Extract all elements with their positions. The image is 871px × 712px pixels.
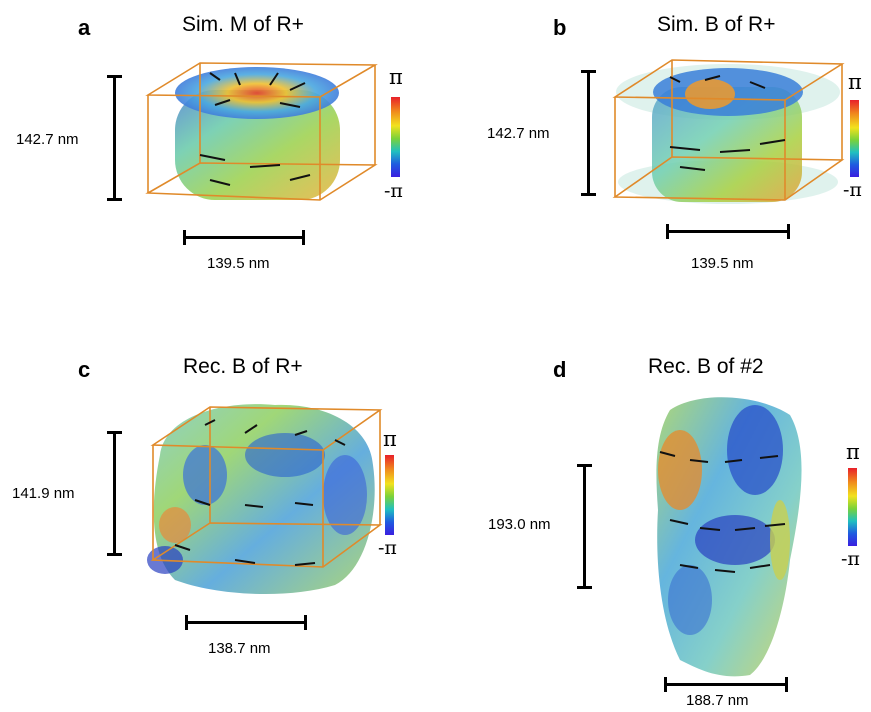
width-label: 188.7 nm (686, 692, 749, 709)
width-scale-bar (666, 230, 790, 233)
panel-title: Sim. M of R+ (182, 13, 304, 36)
width-label: 139.5 nm (691, 255, 754, 272)
colorbar (850, 100, 859, 177)
height-scale-bar (583, 464, 586, 589)
width-scale-cap-right (304, 615, 307, 630)
width-scale-bar (183, 236, 305, 239)
width-scale-bar (664, 683, 788, 686)
height-label: 142.7 nm (487, 125, 550, 142)
height-scale-bar (113, 431, 116, 556)
panel-title: Rec. B of #2 (648, 355, 764, 378)
volume-render-3d (656, 397, 802, 677)
height-scale-bar (587, 70, 590, 196)
colorbar-max-label: π (848, 70, 862, 94)
panel-title: Rec. B of R+ (183, 355, 303, 378)
volume-render-3d (147, 404, 383, 595)
colorbar-min-label: -π (841, 548, 860, 570)
height-scale-cap-top (107, 431, 122, 434)
colorbar (391, 97, 400, 177)
panel-title: Sim. B of R+ (657, 13, 776, 36)
height-label: 141.9 nm (12, 485, 75, 502)
colorbar-min-label: -π (384, 180, 403, 202)
height-label: 193.0 nm (488, 516, 551, 533)
panel-letter: d (553, 357, 567, 382)
height-scale-cap-bottom (581, 193, 596, 196)
width-scale-cap-left (664, 677, 667, 692)
panel-letter: c (78, 357, 91, 382)
width-scale-cap-right (302, 230, 305, 245)
height-label: 142.7 nm (16, 131, 79, 148)
panel-letter: a (78, 15, 91, 40)
width-scale-cap-left (185, 615, 188, 630)
height-scale-cap-bottom (107, 553, 122, 556)
colorbar-min-label: -π (378, 537, 397, 559)
height-scale-cap-top (577, 464, 592, 467)
height-scale-bar (113, 75, 116, 201)
width-label: 138.7 nm (208, 640, 271, 657)
height-scale-cap-top (581, 70, 596, 73)
width-scale-bar (185, 621, 307, 624)
volume-render-3d (612, 59, 845, 204)
colorbar-max-label: π (383, 427, 397, 451)
colorbar-min-label: -π (843, 179, 862, 201)
width-scale-cap-right (787, 224, 790, 239)
colorbar-max-label: π (389, 65, 403, 89)
width-scale-cap-left (183, 230, 186, 245)
colorbar (385, 455, 394, 535)
volume-render-3d (145, 62, 378, 201)
panel-letter: b (553, 15, 567, 40)
height-scale-cap-top (107, 75, 122, 78)
width-scale-cap-right (785, 677, 788, 692)
width-label: 139.5 nm (207, 255, 270, 272)
width-scale-cap-left (666, 224, 669, 239)
height-scale-cap-bottom (577, 586, 592, 589)
colorbar-max-label: π (846, 440, 860, 464)
height-scale-cap-bottom (107, 198, 122, 201)
colorbar (848, 468, 857, 546)
